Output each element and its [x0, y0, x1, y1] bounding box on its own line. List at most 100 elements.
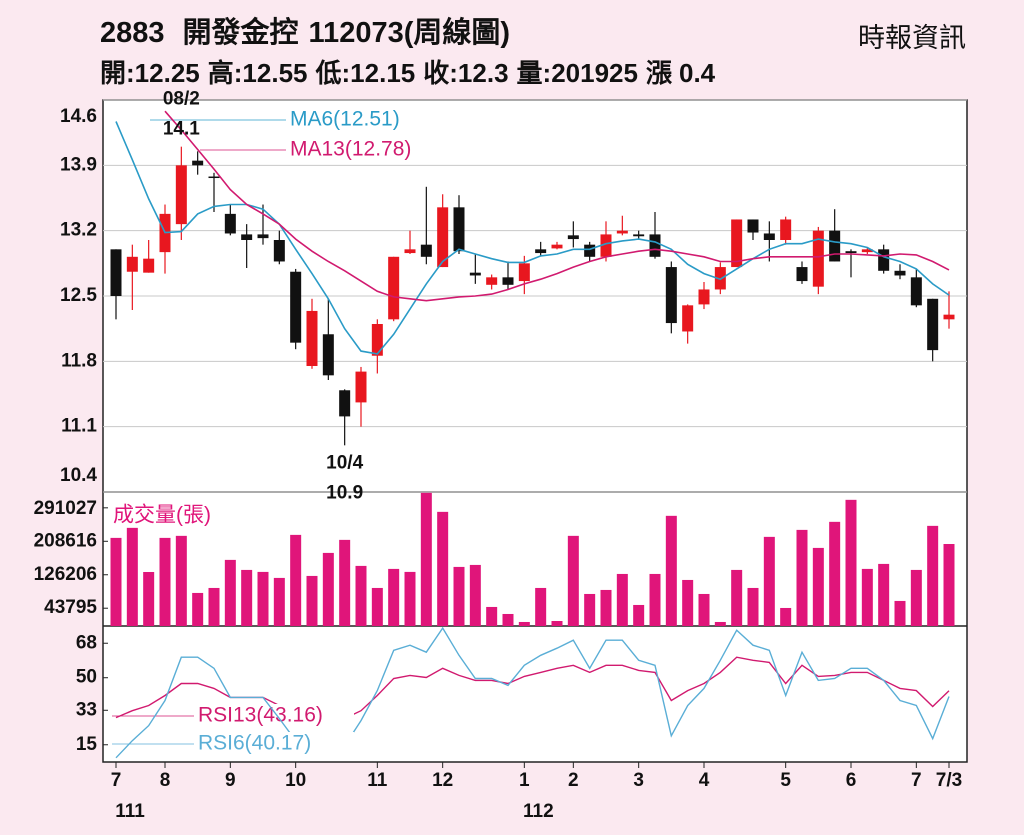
volume-bar	[110, 537, 122, 626]
x-tick-label: 1	[519, 770, 530, 791]
candle-body	[812, 230, 824, 287]
volume-bar	[698, 593, 710, 626]
candle-body	[486, 277, 498, 285]
volume-bar	[339, 539, 351, 626]
x-tick-label: 10	[285, 770, 306, 791]
y-tick-label: 126206	[34, 564, 97, 585]
candle-body	[763, 233, 775, 240]
candle-body	[535, 249, 547, 254]
legend-backdrop	[196, 704, 354, 728]
candle-body	[780, 219, 792, 240]
volume-bar	[371, 587, 383, 626]
volume-bar	[469, 564, 481, 626]
candle-body	[241, 234, 253, 240]
quote-line: 開:12.25 高:12.55 低:12.15 收:12.3 量:201925 漲 0.4	[100, 58, 716, 88]
volume-bar	[616, 573, 628, 626]
y-tick-label: 13.9	[60, 154, 97, 175]
candle-body	[143, 258, 155, 273]
volume-bar	[731, 569, 743, 626]
candle-body	[910, 277, 922, 306]
volume-bar	[747, 587, 759, 626]
x-tick-label: 6	[846, 770, 857, 791]
volume-bar	[486, 606, 498, 626]
quote-value: 12.3	[458, 58, 509, 88]
candle-body	[927, 298, 939, 351]
title: 2883 開發金控 112073(周線圖)	[100, 15, 510, 49]
volume-bar	[780, 607, 792, 626]
candle-body	[649, 234, 661, 257]
candle-body	[747, 219, 759, 233]
volume-bar	[208, 587, 220, 626]
candle-body	[339, 390, 351, 417]
y-tick-label: 68	[76, 632, 97, 653]
volume-bar	[551, 621, 563, 626]
candle-body	[126, 256, 138, 272]
legend-label: MA6(12.51)	[290, 108, 400, 131]
volume-bar	[453, 566, 465, 626]
annotation-date: 08/2	[163, 89, 200, 110]
quote-value: 12.15	[350, 58, 415, 88]
legend-label: RSI6(40.17)	[198, 732, 311, 755]
y-tick-label: 291027	[34, 498, 97, 519]
x-tick-label: 5	[780, 770, 791, 791]
candle-body	[502, 277, 514, 285]
candle-body	[388, 256, 400, 320]
volume-bar	[584, 593, 596, 626]
candle-body	[845, 251, 857, 254]
x-year-label: 112	[523, 801, 554, 822]
candle-body	[518, 263, 530, 282]
candle-body	[861, 249, 873, 253]
candle-body	[322, 334, 334, 376]
volume-bar	[812, 547, 824, 626]
volume-bar	[502, 613, 514, 626]
y-tick-label: 13.2	[60, 220, 97, 241]
x-tick-label: 9	[225, 770, 236, 791]
volume-bar	[845, 499, 857, 626]
y-tick-label: 50	[76, 667, 97, 688]
line	[164, 110, 950, 302]
quote-label: 高:	[208, 58, 243, 88]
volume-bar	[714, 621, 726, 626]
candle-body	[290, 271, 302, 343]
volume-bar	[600, 589, 612, 626]
volume-bar	[927, 525, 939, 626]
y-tick-label: 14.6	[60, 106, 97, 127]
quote-label: 開:	[100, 58, 135, 88]
plot-area	[102, 99, 968, 763]
volume-bar	[649, 573, 661, 626]
panel-title: 成交量(張)	[113, 504, 211, 527]
candle-body	[551, 244, 563, 249]
legend-label: MA13(12.78)	[290, 138, 411, 161]
volume-bar	[404, 571, 416, 626]
x-tick-label: 2	[568, 770, 579, 791]
volume-bar	[388, 568, 400, 626]
volume-bar	[829, 521, 841, 626]
volume-bar	[861, 568, 873, 626]
candle-body	[208, 176, 220, 179]
candle-body	[371, 324, 383, 356]
stock-code: 2883	[100, 17, 165, 49]
x-tick-label: 4	[699, 770, 710, 791]
legend-backdrop	[196, 732, 354, 756]
x-year-label: 111	[115, 801, 145, 822]
volume-bar	[322, 552, 334, 626]
annotation-price: 14.1	[163, 119, 200, 140]
line	[115, 626, 950, 759]
y-tick-label: 10.4	[60, 465, 97, 486]
volume-bar	[224, 559, 236, 626]
volume-bar	[943, 544, 955, 626]
candle-body	[224, 213, 236, 234]
x-tick-label: 7	[911, 770, 922, 791]
y-tick-label: 15	[76, 734, 98, 755]
volume-bar	[633, 604, 645, 626]
quote-label: 漲	[646, 58, 673, 88]
candle-body	[420, 244, 432, 257]
x-tick-label: 12	[432, 770, 453, 791]
volume-bar	[175, 535, 187, 626]
candle-body	[584, 244, 596, 257]
candle-body	[698, 289, 710, 305]
quote-value: 12.55	[242, 58, 307, 88]
source: 時報資訊	[858, 23, 966, 53]
volume-bar	[567, 535, 579, 626]
